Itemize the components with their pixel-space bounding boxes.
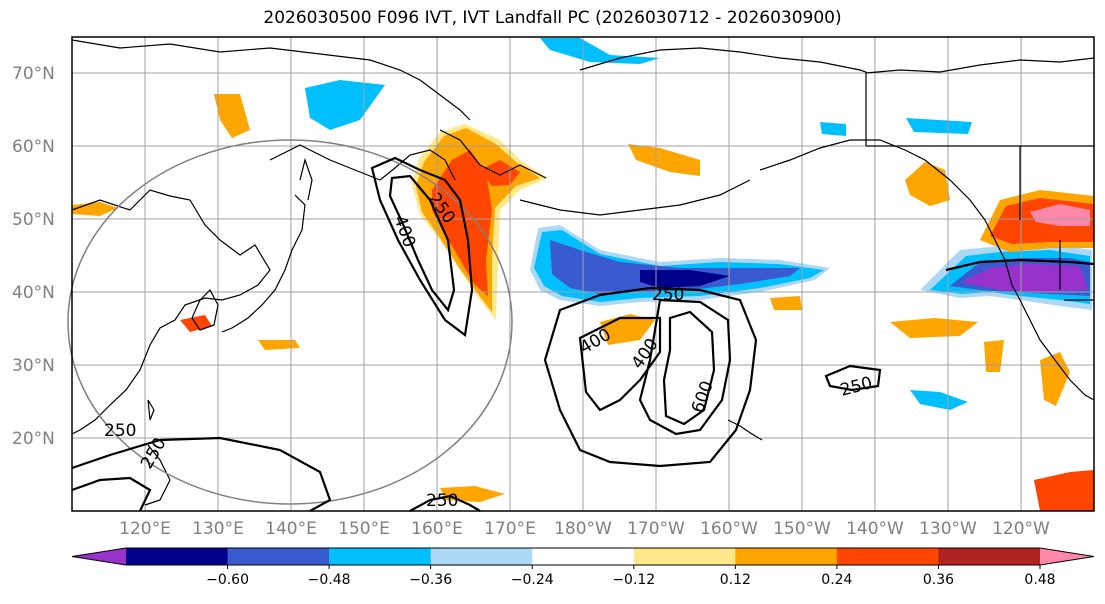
- coast-philippines: [144, 444, 171, 506]
- colorbar-segment: [836, 548, 939, 565]
- lon-label-130e: 130°E: [192, 519, 244, 539]
- coast-asia-east: [71, 189, 271, 435]
- lon-label-120w: 120°W: [992, 519, 1050, 539]
- border-states: [1019, 146, 1094, 301]
- colorbar-segment: [430, 548, 533, 565]
- colorbar-segment: [938, 548, 1041, 565]
- coast-japan: [221, 194, 306, 333]
- map-title: 2026030500 F096 IVT, IVT Landfall PC (20…: [263, 8, 842, 28]
- coast-korea: [191, 289, 219, 331]
- ivt-contours: [71, 156, 1095, 512]
- shade-patch-1: [305, 80, 385, 130]
- coast-okhotsk: [269, 144, 456, 181]
- shade-patch-7: [1034, 470, 1094, 511]
- colorbar-tick-label: 0.48: [1024, 572, 1055, 588]
- contour-central-250: [543, 286, 758, 468]
- lon-label-150e: 150°E: [338, 519, 390, 539]
- coast-hawaii: [727, 419, 763, 441]
- colorbar-segment: [227, 548, 330, 565]
- contour-central-400b: [638, 298, 732, 436]
- coast-canada-north: [865, 57, 1095, 74]
- coast-bc: [984, 219, 1095, 401]
- shade-alaska-orange: [905, 162, 950, 206]
- coast-aleutians: [519, 179, 751, 216]
- lon-label-160e: 160°E: [411, 519, 463, 539]
- contour-central-600: [662, 310, 716, 426]
- shade-blue-band-core: [640, 270, 730, 288]
- lat-label-50: 50°N: [12, 210, 55, 230]
- colorbar-segment: [735, 548, 838, 565]
- colorbar-tick-label: −0.48: [308, 572, 351, 588]
- contour-south-250: [409, 494, 481, 512]
- shade-bc-pink: [1030, 204, 1090, 226]
- colorbar-segment: [126, 548, 229, 565]
- shade-patch-2: [540, 38, 660, 64]
- colorbar-tick-label: −0.24: [511, 572, 554, 588]
- colorbar-outline: [71, 547, 1095, 566]
- colorbar: −0.60 −0.48 −0.36 −0.24 −0.12 0.12 0.24 0.36 0.4…: [71, 547, 1095, 588]
- lon-label-180w: 180°W: [554, 519, 612, 539]
- shade-patch-9: [910, 390, 968, 410]
- colorbar-tick-label: 0.12: [720, 572, 751, 588]
- contour-central-400: [578, 316, 662, 412]
- contour-sw-250b: [71, 476, 152, 512]
- lon-label-130w: 130°W: [919, 519, 977, 539]
- shade-patch-3: [628, 144, 700, 176]
- shade-patch-17: [984, 340, 1004, 372]
- lon-label-140w: 140°W: [846, 519, 904, 539]
- colorbar-segment: [633, 548, 736, 565]
- lat-label-40: 40°N: [12, 283, 55, 303]
- colorbar-tick-label: −0.36: [409, 572, 452, 588]
- lon-label-170e: 170°E: [484, 519, 536, 539]
- lat-label-60: 60°N: [12, 137, 55, 157]
- shade-westcoast-purple: [962, 264, 1088, 292]
- contour-label-central-250: 250: [652, 285, 684, 305]
- lon-label-170w: 170°W: [627, 519, 685, 539]
- lon-label-140e: 140°E: [265, 519, 317, 539]
- shade-patch-15: [906, 118, 972, 134]
- coastlines: [71, 39, 1095, 506]
- coast-alaska-south: [759, 139, 986, 221]
- ivt-shading: [72, 38, 1094, 511]
- contour-sw-250: [71, 436, 332, 512]
- colorbar-tick-label: 0.24: [821, 572, 852, 588]
- colorbar-extend-low: [72, 548, 126, 565]
- contour-east-250: [824, 364, 882, 392]
- range-circle: [67, 139, 513, 505]
- contour-label-south-250: 250: [426, 491, 458, 511]
- shade-patch-14: [820, 122, 846, 136]
- contour-label-sw-250: 250: [104, 421, 136, 441]
- lat-label-30: 30°N: [12, 356, 55, 376]
- lon-label-160w: 160°W: [700, 519, 758, 539]
- coast-kamchatka: [439, 129, 547, 179]
- shade-plume-core: [432, 150, 492, 296]
- contour-bc-250: [945, 258, 1095, 272]
- lat-label-70: 70°N: [12, 64, 55, 84]
- lat-label-20: 20°N: [12, 429, 55, 449]
- colorbar-tick-label: −0.60: [206, 572, 249, 588]
- contour-plume-400: [388, 174, 456, 313]
- colorbar-segment: [329, 548, 432, 565]
- lon-labels: 120°E 130°E 140°E 150°E 160°E 170°E 180°…: [119, 519, 1050, 539]
- colorbar-tick-label: −0.12: [612, 572, 655, 588]
- shade-patch-12: [214, 94, 250, 138]
- map-frame: [71, 36, 1095, 512]
- colorbar-extend-high: [1040, 548, 1094, 565]
- coast-asia-north: [71, 39, 471, 121]
- shade-blue-band-inner: [550, 240, 800, 294]
- shade-patch-5: [890, 318, 978, 338]
- coast-taiwan: [147, 399, 155, 421]
- colorbar-segment: [532, 548, 635, 565]
- coast-alaska: [579, 47, 867, 146]
- coast-sakhalin: [299, 157, 313, 201]
- shade-patch-11: [258, 340, 300, 350]
- shade-patch-16: [770, 296, 802, 310]
- graticule: [72, 37, 1094, 511]
- contour-plume-250: [370, 156, 474, 337]
- lat-labels: 70°N 60°N 50°N 40°N 30°N 20°N: [12, 64, 55, 449]
- lon-label-150w: 150°W: [773, 519, 831, 539]
- lon-label-120e: 120°E: [119, 519, 171, 539]
- colorbar-tick-label: 0.36: [923, 572, 954, 588]
